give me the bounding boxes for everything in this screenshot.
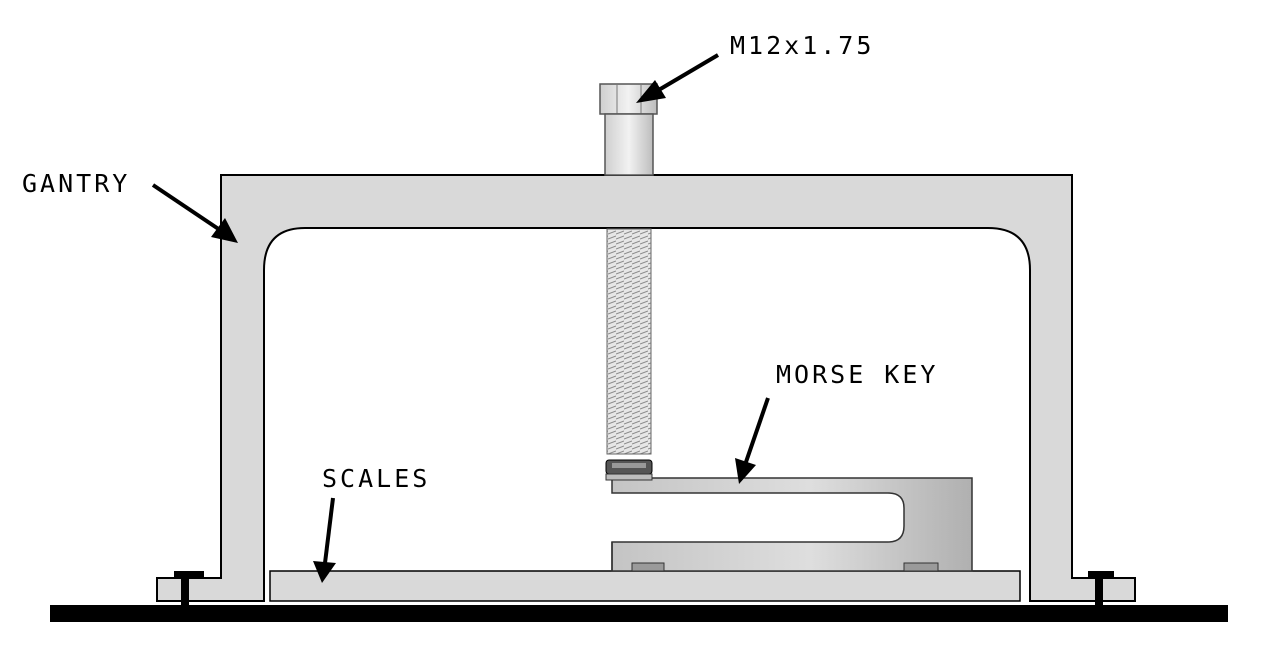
morse-key-label: MORSE KEY bbox=[776, 360, 938, 389]
scales-arrow bbox=[313, 497, 336, 583]
bolt-arrow bbox=[636, 53, 720, 103]
morse-key-arrow bbox=[735, 397, 770, 484]
contact-knob bbox=[605, 459, 653, 481]
morse-key bbox=[611, 477, 973, 572]
bolt bbox=[599, 83, 658, 455]
left-foot-screw bbox=[174, 571, 204, 606]
gantry-label: GANTRY bbox=[22, 169, 130, 198]
scales-label: SCALES bbox=[322, 464, 430, 493]
gantry-arrow bbox=[151, 183, 238, 243]
base-plate bbox=[50, 605, 1228, 622]
bolt-label: M12x1.75 bbox=[730, 31, 874, 60]
scales bbox=[269, 570, 1021, 602]
gantry bbox=[156, 174, 1136, 602]
right-foot-screw bbox=[1088, 571, 1114, 606]
